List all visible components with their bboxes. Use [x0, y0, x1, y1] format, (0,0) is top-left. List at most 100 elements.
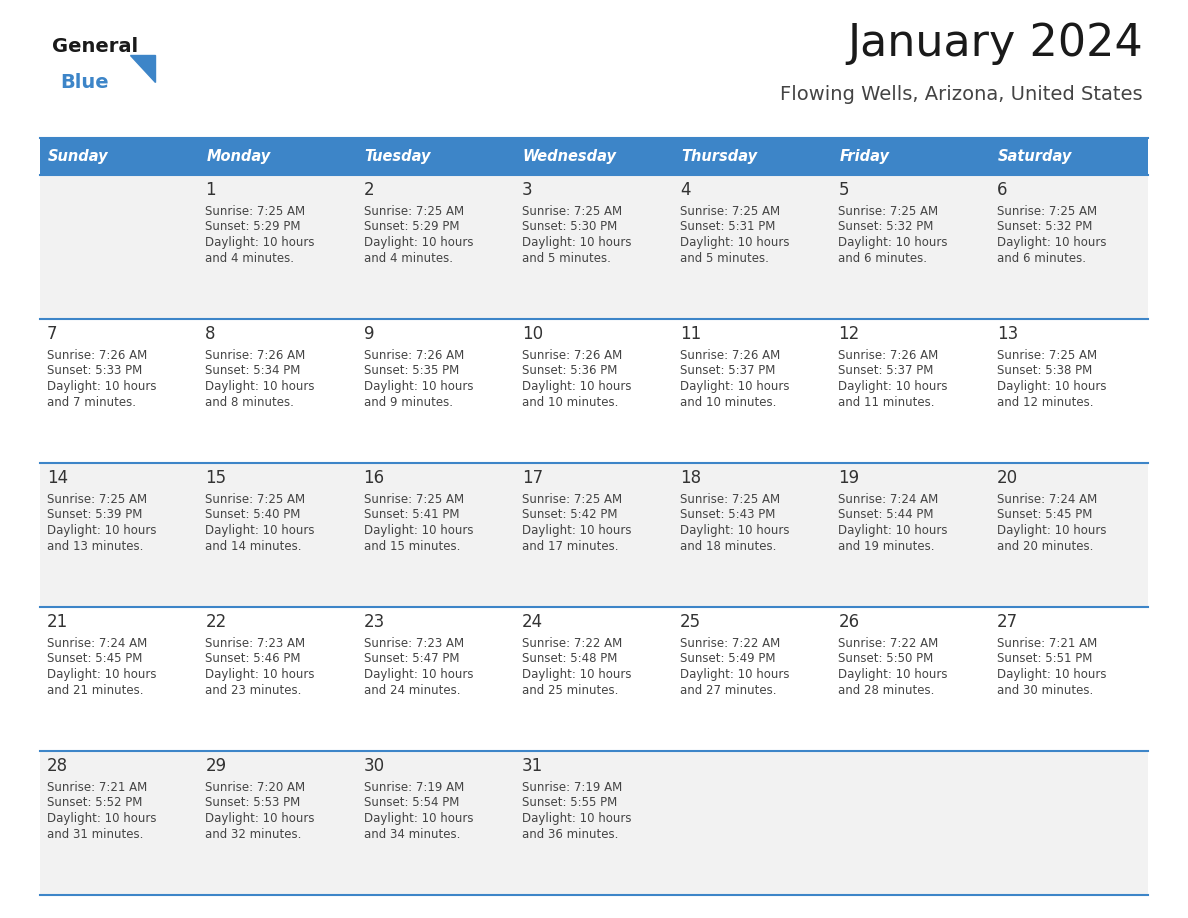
Text: Sunrise: 7:19 AM: Sunrise: 7:19 AM [364, 781, 463, 794]
Bar [832, 463, 990, 607]
Bar [356, 463, 514, 607]
Text: Sunrise: 7:24 AM: Sunrise: 7:24 AM [48, 637, 147, 650]
Text: Sunrise: 7:21 AM: Sunrise: 7:21 AM [997, 637, 1097, 650]
Text: Daylight: 10 hours: Daylight: 10 hours [839, 668, 948, 681]
Bar [514, 463, 674, 607]
Text: and 8 minutes.: and 8 minutes. [206, 396, 295, 409]
Text: 25: 25 [681, 613, 701, 631]
Text: 30: 30 [364, 757, 385, 775]
Text: Daylight: 10 hours: Daylight: 10 hours [48, 524, 157, 537]
Text: Sunrise: 7:25 AM: Sunrise: 7:25 AM [48, 493, 147, 506]
Text: January 2024: January 2024 [847, 22, 1143, 65]
Text: Daylight: 10 hours: Daylight: 10 hours [681, 524, 790, 537]
Bar [198, 607, 356, 751]
Bar [356, 175, 514, 319]
Text: Sunrise: 7:20 AM: Sunrise: 7:20 AM [206, 781, 305, 794]
Bar [40, 751, 198, 895]
Bar [514, 175, 674, 319]
Text: 27: 27 [997, 613, 1018, 631]
Text: Monday: Monday [207, 149, 271, 164]
Bar [198, 751, 356, 895]
Text: Daylight: 10 hours: Daylight: 10 hours [364, 668, 473, 681]
Text: 17: 17 [522, 469, 543, 487]
Text: Sunrise: 7:25 AM: Sunrise: 7:25 AM [997, 349, 1097, 362]
Text: and 5 minutes.: and 5 minutes. [522, 252, 611, 264]
Text: Wednesday: Wednesday [523, 149, 617, 164]
Text: and 13 minutes.: and 13 minutes. [48, 540, 144, 553]
Text: Sunset: 5:54 PM: Sunset: 5:54 PM [364, 797, 459, 810]
Text: Sunset: 5:45 PM: Sunset: 5:45 PM [997, 509, 1092, 521]
Bar [674, 138, 832, 175]
Text: Daylight: 10 hours: Daylight: 10 hours [364, 812, 473, 825]
Bar [990, 463, 1148, 607]
Text: 5: 5 [839, 181, 849, 199]
Text: and 24 minutes.: and 24 minutes. [364, 684, 460, 697]
Text: Tuesday: Tuesday [365, 149, 431, 164]
Bar [40, 463, 198, 607]
Bar [514, 138, 674, 175]
Text: and 6 minutes.: and 6 minutes. [839, 252, 928, 264]
Bar [674, 607, 832, 751]
Text: Sunset: 5:42 PM: Sunset: 5:42 PM [522, 509, 618, 521]
Text: Sunrise: 7:22 AM: Sunrise: 7:22 AM [522, 637, 623, 650]
Text: Daylight: 10 hours: Daylight: 10 hours [681, 236, 790, 249]
Text: Sunrise: 7:26 AM: Sunrise: 7:26 AM [839, 349, 939, 362]
Text: Sunrise: 7:22 AM: Sunrise: 7:22 AM [839, 637, 939, 650]
Text: and 32 minutes.: and 32 minutes. [206, 827, 302, 841]
Text: 29: 29 [206, 757, 227, 775]
Bar [356, 751, 514, 895]
Bar [514, 607, 674, 751]
Bar [198, 175, 356, 319]
Text: Sunrise: 7:26 AM: Sunrise: 7:26 AM [681, 349, 781, 362]
Text: Sunrise: 7:25 AM: Sunrise: 7:25 AM [839, 205, 939, 218]
Bar [40, 607, 198, 751]
Text: 14: 14 [48, 469, 68, 487]
Text: and 12 minutes.: and 12 minutes. [997, 396, 1093, 409]
Text: 13: 13 [997, 325, 1018, 343]
Text: Sunrise: 7:25 AM: Sunrise: 7:25 AM [364, 493, 463, 506]
Text: and 15 minutes.: and 15 minutes. [364, 540, 460, 553]
Text: Sunrise: 7:26 AM: Sunrise: 7:26 AM [206, 349, 305, 362]
Text: Sunset: 5:51 PM: Sunset: 5:51 PM [997, 653, 1092, 666]
Text: Daylight: 10 hours: Daylight: 10 hours [364, 380, 473, 393]
Text: Daylight: 10 hours: Daylight: 10 hours [206, 380, 315, 393]
Text: and 9 minutes.: and 9 minutes. [364, 396, 453, 409]
Text: Sunday: Sunday [48, 149, 108, 164]
Text: Daylight: 10 hours: Daylight: 10 hours [522, 812, 631, 825]
Text: Daylight: 10 hours: Daylight: 10 hours [206, 236, 315, 249]
Text: Sunset: 5:48 PM: Sunset: 5:48 PM [522, 653, 618, 666]
Text: Sunset: 5:45 PM: Sunset: 5:45 PM [48, 653, 143, 666]
Text: Daylight: 10 hours: Daylight: 10 hours [522, 524, 631, 537]
Bar [832, 751, 990, 895]
Text: Friday: Friday [840, 149, 890, 164]
Text: Thursday: Thursday [681, 149, 757, 164]
Text: Sunset: 5:52 PM: Sunset: 5:52 PM [48, 797, 143, 810]
Text: Sunset: 5:38 PM: Sunset: 5:38 PM [997, 364, 1092, 377]
Text: and 4 minutes.: and 4 minutes. [206, 252, 295, 264]
Text: and 31 minutes.: and 31 minutes. [48, 827, 144, 841]
Text: 4: 4 [681, 181, 690, 199]
Bar [514, 751, 674, 895]
Text: Daylight: 10 hours: Daylight: 10 hours [522, 236, 631, 249]
Bar [674, 463, 832, 607]
Text: Sunset: 5:36 PM: Sunset: 5:36 PM [522, 364, 618, 377]
Text: 2: 2 [364, 181, 374, 199]
Bar [356, 138, 514, 175]
Text: 1: 1 [206, 181, 216, 199]
Text: Daylight: 10 hours: Daylight: 10 hours [522, 668, 631, 681]
Text: Sunrise: 7:25 AM: Sunrise: 7:25 AM [206, 493, 305, 506]
Text: Sunrise: 7:26 AM: Sunrise: 7:26 AM [522, 349, 623, 362]
Text: 24: 24 [522, 613, 543, 631]
Bar [40, 138, 198, 175]
Text: and 6 minutes.: and 6 minutes. [997, 252, 1086, 264]
Text: and 11 minutes.: and 11 minutes. [839, 396, 935, 409]
Bar [832, 138, 990, 175]
Text: Sunset: 5:35 PM: Sunset: 5:35 PM [364, 364, 459, 377]
Text: Sunset: 5:37 PM: Sunset: 5:37 PM [681, 364, 776, 377]
Text: 3: 3 [522, 181, 532, 199]
Text: Sunrise: 7:26 AM: Sunrise: 7:26 AM [364, 349, 463, 362]
Text: Saturday: Saturday [998, 149, 1072, 164]
Text: Sunrise: 7:24 AM: Sunrise: 7:24 AM [997, 493, 1097, 506]
Bar [990, 138, 1148, 175]
Text: and 19 minutes.: and 19 minutes. [839, 540, 935, 553]
